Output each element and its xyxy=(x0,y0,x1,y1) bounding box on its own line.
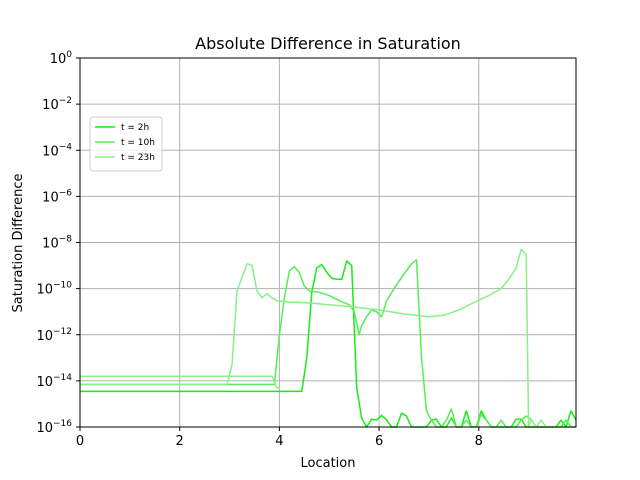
x-tick-label: 2 xyxy=(176,434,184,449)
legend: t = 2h t = 10h t = 23h xyxy=(89,116,163,172)
y-tick-label: 10−8 xyxy=(42,235,72,252)
y-tick-label: 10−10 xyxy=(36,281,72,298)
y-tick-label: 10−2 xyxy=(42,96,72,113)
tick-marks: 0 2 4 6 8 100 10−2 10−4 10−6 10−8 10−10 10−12 10−14 1… xyxy=(36,50,482,449)
y-tick-label: 10−12 xyxy=(36,327,72,344)
series-line-3 xyxy=(80,248,576,428)
y-tick-label: 10−4 xyxy=(42,142,72,159)
series-line-1 xyxy=(80,258,576,428)
y-tick-label: 10−16 xyxy=(36,419,72,436)
legend-label: t = 10h xyxy=(121,138,155,148)
x-tick-label: 8 xyxy=(475,434,483,449)
y-tick-label: 10−6 xyxy=(42,188,72,205)
y-tick-label: 100 xyxy=(50,50,73,67)
series-line-2 xyxy=(80,375,281,389)
x-tick-label: 6 xyxy=(375,434,383,449)
legend-label: t = 2h xyxy=(121,123,149,133)
x-tick-label: 0 xyxy=(76,434,84,449)
y-tick-label: 10−14 xyxy=(36,373,72,390)
y-axis-label: Saturation Difference xyxy=(11,174,26,313)
legend-label: t = 23h xyxy=(121,153,155,163)
x-axis-label: Location xyxy=(301,456,356,471)
chart-title: Absolute Difference in Saturation xyxy=(195,34,461,53)
x-tick-label: 4 xyxy=(275,434,283,449)
